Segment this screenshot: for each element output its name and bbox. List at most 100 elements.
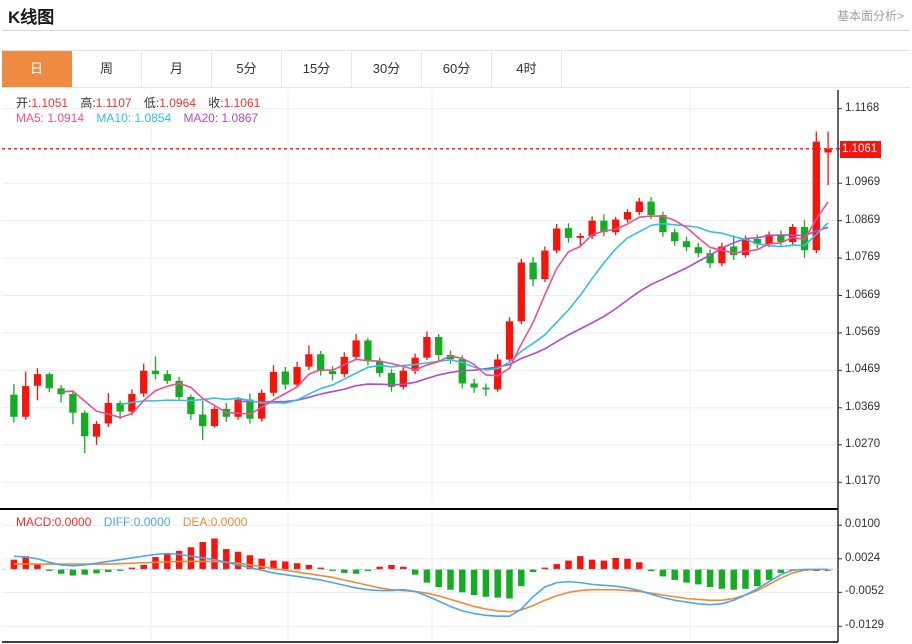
macd-histogram-bar <box>22 556 29 570</box>
macd-histogram-bar <box>612 557 619 570</box>
price-axis-label: 1.0469 <box>845 363 881 376</box>
tab-5[interactable]: 30分 <box>352 51 422 87</box>
macd-histogram-bar <box>105 569 112 573</box>
macd-histogram-bar <box>624 558 631 570</box>
macd-histogram-bar <box>494 569 501 598</box>
ma5-line <box>61 201 829 419</box>
macd-axis-label: -0.0129 <box>845 619 885 632</box>
candle-body <box>69 393 77 413</box>
macd-legend: MACD:0.0000 DIFF:0.0000 DEA:0.0000 <box>16 515 247 529</box>
tab-3[interactable]: 5分 <box>212 51 282 87</box>
macd-histogram-bar <box>69 569 77 576</box>
price-axis-label: 1.0170 <box>845 475 881 488</box>
candle-body <box>317 354 325 372</box>
macd-histogram-bar <box>447 569 454 590</box>
current-price-badge: 1.1061 <box>840 140 882 158</box>
candle-body <box>706 253 714 264</box>
macd-histogram-bar <box>116 569 124 571</box>
macd-histogram-bar <box>541 567 549 570</box>
macd-histogram-bar <box>459 569 466 593</box>
tab-label: 周 <box>99 61 113 76</box>
tab-label: 60分 <box>442 61 471 76</box>
candle-body <box>10 394 18 417</box>
candle-body <box>635 201 643 213</box>
price-axis-label: 1.0369 <box>845 400 881 413</box>
ma5-value: 1.0914 <box>47 111 85 125</box>
macd-histogram-bar <box>529 569 537 573</box>
candle-body <box>210 408 219 427</box>
macd-histogram-bar <box>588 559 596 570</box>
price-axis-label: 1.0569 <box>845 325 881 338</box>
macd-histogram-bar <box>364 569 372 572</box>
page-title: K线图 <box>8 8 55 27</box>
macd-axis-label: -0.0052 <box>845 585 885 598</box>
macd-histogram-bar <box>411 569 419 575</box>
macd-histogram-bar <box>659 569 667 577</box>
high-label: 高: <box>80 96 96 110</box>
fundamental-analysis-link[interactable]: 基本面分析> <box>836 9 904 23</box>
macd-histogram-bar <box>730 569 737 590</box>
diff-label: DIFF: <box>103 515 134 529</box>
candle-body <box>553 228 561 251</box>
macd-histogram-bar <box>423 569 431 583</box>
candle-body <box>199 414 207 427</box>
candle-body <box>364 340 372 362</box>
macd-value: 0.0000 <box>54 515 92 529</box>
candle-body <box>293 366 301 385</box>
tab-7[interactable]: 4时 <box>492 51 562 87</box>
candle-body <box>269 371 278 393</box>
candle-body <box>741 238 750 256</box>
candle-body <box>623 212 632 220</box>
macd-histogram-bar <box>718 569 726 589</box>
macd-histogram-bar <box>482 569 490 597</box>
macd-axis-label: 0.0024 <box>845 551 881 564</box>
macd-histogram-bar <box>577 556 584 570</box>
macd-histogram-bar <box>93 569 100 574</box>
close-value: 1.1061 <box>223 96 261 110</box>
macd-histogram-bar <box>282 561 289 570</box>
macd-histogram-bar <box>765 569 773 580</box>
candle-body <box>116 402 124 412</box>
interval-tab-bar[interactable]: 日 周 月 5分 15分 30分 60分 4时 <box>2 50 910 88</box>
candle-body <box>671 232 679 242</box>
tab-0[interactable]: 日 <box>2 51 72 87</box>
macd-histogram-bar <box>234 551 242 570</box>
macd-histogram-bar <box>223 549 230 570</box>
macd-histogram-bar <box>754 569 761 587</box>
candle-body <box>470 383 478 388</box>
tab-4[interactable]: 15分 <box>282 51 352 87</box>
macd-histogram-bar <box>647 569 655 572</box>
candle-body <box>387 372 396 387</box>
header-divider <box>2 30 910 31</box>
macd-histogram-bar <box>565 560 572 570</box>
macd-histogram-bar <box>211 538 218 570</box>
candle-body <box>446 355 455 360</box>
macd-histogram-bar <box>518 569 525 587</box>
candlestick-chart-canvas[interactable] <box>0 88 912 644</box>
macd-histogram-bar <box>199 542 206 570</box>
candle-body <box>328 371 337 375</box>
candle-body <box>753 238 761 245</box>
macd-histogram-bar <box>175 550 183 570</box>
price-axis-label: 1.1168 <box>845 101 880 114</box>
candle-body <box>812 141 820 251</box>
ma5-label: MA5: <box>16 111 45 125</box>
macd-histogram-bar <box>246 555 254 570</box>
candle-body <box>576 235 584 238</box>
dea-line <box>13 560 829 613</box>
open-label: 开: <box>16 96 32 110</box>
candle-body <box>730 246 738 256</box>
macd-histogram-bar <box>341 569 348 573</box>
macd-histogram-bar <box>742 569 749 589</box>
page-header: K线图 基本面分析> <box>0 0 912 31</box>
macd-histogram-bar <box>671 569 678 580</box>
diff-line <box>13 552 829 617</box>
tab-label: 30分 <box>372 61 401 76</box>
tab-1[interactable]: 周 <box>72 51 142 87</box>
candle-body <box>718 246 726 264</box>
candle-body <box>647 201 655 216</box>
tab-6[interactable]: 60分 <box>422 51 492 87</box>
low-label: 低: <box>143 96 160 110</box>
tab-2[interactable]: 月 <box>142 51 212 87</box>
